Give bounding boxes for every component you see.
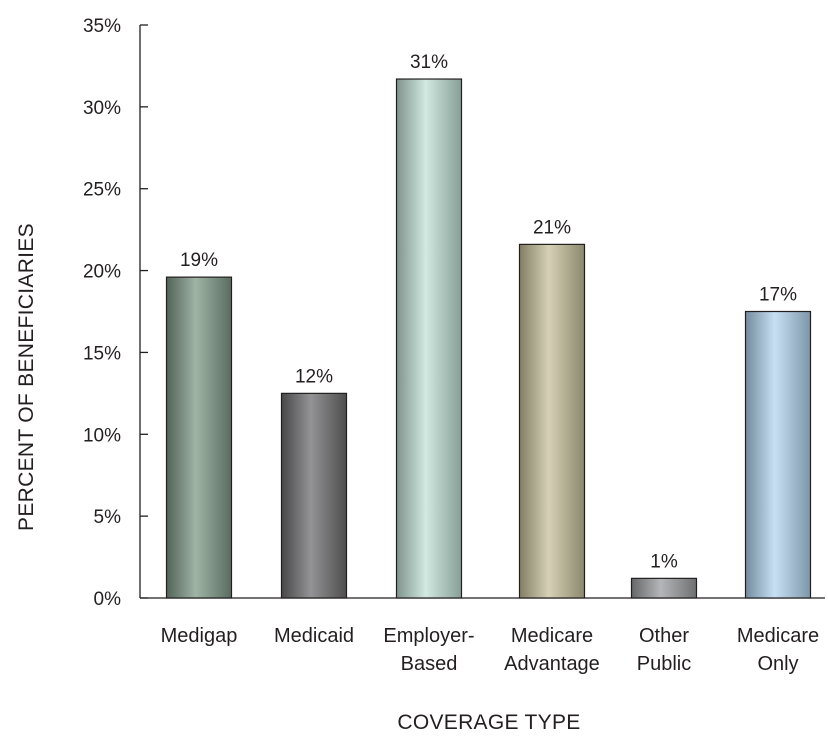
x-axis-title: COVERAGE TYPE <box>397 711 580 734</box>
bar <box>165 276 233 599</box>
data-label: 12% <box>295 366 333 387</box>
category-label: Advantage <box>504 653 600 675</box>
category-label: Other <box>639 625 689 647</box>
y-axis: 0% 5% 10% 15% 20% 25% 30% 35% <box>83 16 148 610</box>
bar <box>630 577 698 599</box>
y-tick-label: 5% <box>94 507 122 528</box>
category-label: Only <box>757 653 798 675</box>
data-label: 19% <box>180 250 218 271</box>
data-label: 1% <box>650 551 678 572</box>
bars <box>165 78 812 599</box>
y-tick-label: 15% <box>83 343 121 364</box>
y-tick-label: 30% <box>83 98 121 119</box>
bar <box>395 78 463 599</box>
bar <box>518 243 586 599</box>
data-label: 21% <box>533 217 571 238</box>
category-label: Based <box>401 653 458 675</box>
category-label: Medigap <box>161 625 238 647</box>
data-labels: 19% 12% 31% 21% 1% 17% <box>180 52 797 572</box>
category-label: Medicare <box>737 625 819 647</box>
y-tick-label: 25% <box>83 180 121 201</box>
y-tick-label: 0% <box>94 589 122 610</box>
bar <box>744 310 812 599</box>
data-label: 17% <box>759 285 797 306</box>
category-label: Public <box>637 653 691 675</box>
category-labels: Medigap Medicaid Employer- Based Medicare Adv… <box>161 625 819 675</box>
bar <box>280 392 348 599</box>
y-axis-title: PERCENT OF BENEFICIARIES <box>15 223 38 531</box>
category-label: Employer- <box>383 625 474 647</box>
y-tick-label: 20% <box>83 262 121 283</box>
category-label: Medicare <box>511 625 593 647</box>
category-label: Medicaid <box>274 625 354 647</box>
y-tick-label: 35% <box>83 16 121 37</box>
y-tick-label: 10% <box>83 425 121 446</box>
data-label: 31% <box>410 52 448 73</box>
